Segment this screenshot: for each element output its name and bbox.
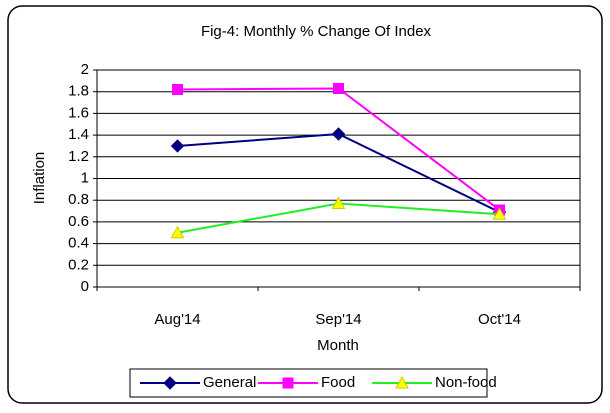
chart-title: Fig-4: Monthly % Change Of Index — [201, 23, 432, 40]
y-tick-label: 1.6 — [68, 104, 89, 121]
point-marker — [333, 82, 344, 94]
y-tick-label: 1 — [81, 169, 89, 186]
y-tick-label: 1.8 — [68, 83, 89, 100]
point-marker — [331, 127, 346, 141]
legend-label: Non-food — [435, 374, 497, 391]
legend-label: Food — [321, 374, 355, 391]
y-tick-label: 0 — [81, 278, 89, 295]
x-tick-label: Sep'14 — [315, 311, 361, 328]
legend-marker — [395, 375, 409, 389]
y-tick-label: 2 — [81, 61, 89, 78]
legend-marker — [282, 377, 294, 389]
point-marker — [331, 196, 346, 209]
x-axis-title: Month — [317, 337, 359, 354]
legend-label: General — [203, 374, 256, 391]
y-tick-label: 1.4 — [68, 126, 89, 143]
x-tick-label: Aug'14 — [154, 311, 200, 328]
chart-border — [7, 5, 603, 404]
y-tick-label: 1.2 — [68, 148, 89, 165]
point-marker — [492, 207, 507, 220]
x-tick-label: Oct'14 — [478, 311, 521, 328]
y-axis-title: Inflation — [31, 152, 48, 205]
legend-marker — [163, 376, 177, 390]
y-tick-label: 0.6 — [68, 213, 89, 230]
point-marker — [172, 84, 183, 96]
y-tick-label: 0.4 — [68, 235, 89, 252]
y-tick-label: 0.2 — [68, 256, 89, 273]
point-marker — [170, 225, 185, 239]
y-tick-label: 0.8 — [68, 191, 89, 208]
point-marker — [170, 139, 185, 153]
